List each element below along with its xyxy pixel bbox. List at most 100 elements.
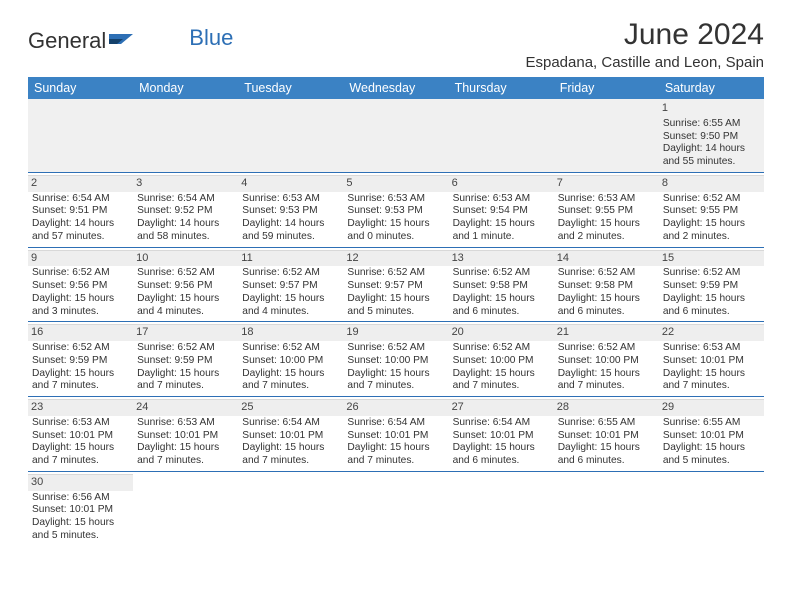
day-number: 9 (28, 250, 133, 267)
calendar-day-cell: 24Sunrise: 6:53 AMSunset: 10:01 PMDaylig… (133, 397, 238, 472)
daylight-text: Daylight: 15 hours and 7 minutes. (137, 368, 234, 394)
sunrise-text: Sunrise: 6:53 AM (347, 193, 444, 206)
sunrise-text: Sunrise: 6:52 AM (32, 342, 129, 355)
sunrise-text: Sunrise: 6:54 AM (242, 417, 339, 430)
sunset-text: Sunset: 9:53 PM (347, 205, 444, 218)
sunrise-text: Sunrise: 6:53 AM (242, 193, 339, 206)
daylight-text: Daylight: 15 hours and 6 minutes. (453, 442, 550, 468)
sunrise-text: Sunrise: 6:53 AM (137, 417, 234, 430)
sunset-text: Sunset: 10:01 PM (558, 430, 655, 443)
sunrise-text: Sunrise: 6:52 AM (663, 193, 760, 206)
calendar-week-row: 1Sunrise: 6:55 AMSunset: 9:50 PMDaylight… (28, 99, 764, 172)
calendar-day-cell: 8Sunrise: 6:52 AMSunset: 9:55 PMDaylight… (659, 172, 764, 247)
logo-flag-icon (109, 28, 135, 54)
calendar-body: 1Sunrise: 6:55 AMSunset: 9:50 PMDaylight… (28, 99, 764, 546)
day-number: 22 (659, 324, 764, 341)
daylight-text: Daylight: 14 hours and 57 minutes. (32, 218, 129, 244)
location-label: Espadana, Castille and Leon, Spain (525, 54, 764, 71)
brand-logo: General Blue (28, 18, 233, 54)
calendar-day-cell (238, 471, 343, 545)
day-number: 1 (659, 101, 764, 117)
day-header: Wednesday (343, 77, 448, 99)
daylight-text: Daylight: 15 hours and 6 minutes. (558, 442, 655, 468)
day-header: Thursday (449, 77, 554, 99)
sunrise-text: Sunrise: 6:54 AM (32, 193, 129, 206)
daylight-text: Daylight: 15 hours and 7 minutes. (453, 368, 550, 394)
day-number: 2 (28, 175, 133, 192)
day-number: 17 (133, 324, 238, 341)
sunset-text: Sunset: 9:50 PM (663, 131, 760, 144)
day-header: Saturday (659, 77, 764, 99)
daylight-text: Daylight: 15 hours and 7 minutes. (137, 442, 234, 468)
calendar-day-cell: 28Sunrise: 6:55 AMSunset: 10:01 PMDaylig… (554, 397, 659, 472)
daylight-text: Daylight: 15 hours and 6 minutes. (453, 293, 550, 319)
daylight-text: Daylight: 15 hours and 7 minutes. (347, 442, 444, 468)
sunrise-text: Sunrise: 6:54 AM (137, 193, 234, 206)
sunset-text: Sunset: 9:57 PM (347, 280, 444, 293)
sunset-text: Sunset: 10:01 PM (663, 355, 760, 368)
day-number: 16 (28, 324, 133, 341)
sunrise-text: Sunrise: 6:52 AM (663, 267, 760, 280)
daylight-text: Daylight: 15 hours and 4 minutes. (137, 293, 234, 319)
sunrise-text: Sunrise: 6:55 AM (663, 118, 760, 131)
sunset-text: Sunset: 10:00 PM (558, 355, 655, 368)
day-header: Friday (554, 77, 659, 99)
sunrise-text: Sunrise: 6:52 AM (137, 267, 234, 280)
calendar-week-row: 30Sunrise: 6:56 AMSunset: 10:01 PMDaylig… (28, 471, 764, 545)
sunrise-text: Sunrise: 6:54 AM (453, 417, 550, 430)
sunset-text: Sunset: 10:01 PM (32, 504, 129, 517)
daylight-text: Daylight: 14 hours and 55 minutes. (663, 143, 760, 169)
calendar-day-cell: 18Sunrise: 6:52 AMSunset: 10:00 PMDaylig… (238, 322, 343, 397)
calendar-week-row: 9Sunrise: 6:52 AMSunset: 9:56 PMDaylight… (28, 247, 764, 322)
sunset-text: Sunset: 9:59 PM (663, 280, 760, 293)
day-number: 14 (554, 250, 659, 267)
day-number: 4 (238, 175, 343, 192)
day-number: 13 (449, 250, 554, 267)
day-number: 29 (659, 399, 764, 416)
sunset-text: Sunset: 10:00 PM (453, 355, 550, 368)
sunset-text: Sunset: 10:01 PM (32, 430, 129, 443)
day-number: 27 (449, 399, 554, 416)
day-number: 6 (449, 175, 554, 192)
sunrise-text: Sunrise: 6:53 AM (558, 193, 655, 206)
day-number: 11 (238, 250, 343, 267)
sunrise-text: Sunrise: 6:52 AM (558, 267, 655, 280)
daylight-text: Daylight: 15 hours and 6 minutes. (663, 293, 760, 319)
day-header-row: Sunday Monday Tuesday Wednesday Thursday… (28, 77, 764, 99)
sunset-text: Sunset: 9:55 PM (663, 205, 760, 218)
sunrise-text: Sunrise: 6:54 AM (347, 417, 444, 430)
sunset-text: Sunset: 10:00 PM (242, 355, 339, 368)
day-number: 3 (133, 175, 238, 192)
sunrise-text: Sunrise: 6:53 AM (663, 342, 760, 355)
calendar-day-cell: 17Sunrise: 6:52 AMSunset: 9:59 PMDayligh… (133, 322, 238, 397)
calendar-day-cell: 27Sunrise: 6:54 AMSunset: 10:01 PMDaylig… (449, 397, 554, 472)
sunset-text: Sunset: 9:52 PM (137, 205, 234, 218)
daylight-text: Daylight: 15 hours and 1 minute. (453, 218, 550, 244)
sunrise-text: Sunrise: 6:55 AM (663, 417, 760, 430)
sunset-text: Sunset: 10:01 PM (137, 430, 234, 443)
day-number: 21 (554, 324, 659, 341)
day-number: 15 (659, 250, 764, 267)
calendar-day-cell: 3Sunrise: 6:54 AMSunset: 9:52 PMDaylight… (133, 172, 238, 247)
calendar-day-cell: 16Sunrise: 6:52 AMSunset: 9:59 PMDayligh… (28, 322, 133, 397)
calendar-day-cell: 7Sunrise: 6:53 AMSunset: 9:55 PMDaylight… (554, 172, 659, 247)
calendar-day-cell: 10Sunrise: 6:52 AMSunset: 9:56 PMDayligh… (133, 247, 238, 322)
daylight-text: Daylight: 15 hours and 2 minutes. (663, 218, 760, 244)
calendar-day-cell (554, 99, 659, 172)
sunset-text: Sunset: 10:00 PM (347, 355, 444, 368)
calendar-day-cell: 1Sunrise: 6:55 AMSunset: 9:50 PMDaylight… (659, 99, 764, 172)
daylight-text: Daylight: 15 hours and 7 minutes. (242, 442, 339, 468)
calendar-day-cell (659, 471, 764, 545)
calendar-day-cell: 14Sunrise: 6:52 AMSunset: 9:58 PMDayligh… (554, 247, 659, 322)
calendar-day-cell: 6Sunrise: 6:53 AMSunset: 9:54 PMDaylight… (449, 172, 554, 247)
calendar-week-row: 23Sunrise: 6:53 AMSunset: 10:01 PMDaylig… (28, 397, 764, 472)
daylight-text: Daylight: 15 hours and 7 minutes. (242, 368, 339, 394)
daylight-text: Daylight: 15 hours and 0 minutes. (347, 218, 444, 244)
day-header: Sunday (28, 77, 133, 99)
calendar-day-cell: 23Sunrise: 6:53 AMSunset: 10:01 PMDaylig… (28, 397, 133, 472)
sunset-text: Sunset: 9:56 PM (32, 280, 129, 293)
sunset-text: Sunset: 9:56 PM (137, 280, 234, 293)
day-number: 28 (554, 399, 659, 416)
sunset-text: Sunset: 9:58 PM (453, 280, 550, 293)
daylight-text: Daylight: 15 hours and 5 minutes. (663, 442, 760, 468)
